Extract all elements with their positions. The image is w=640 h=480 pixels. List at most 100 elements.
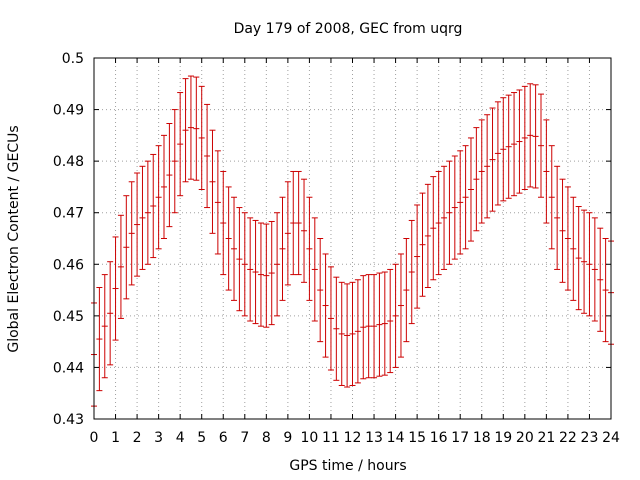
- error-bar-point: [451, 155, 458, 260]
- error-bar-point: [430, 176, 437, 281]
- x-tick-label: 8: [262, 430, 271, 446]
- x-tick-label: 10: [301, 430, 319, 446]
- error-bar-point: [134, 172, 141, 277]
- error-bar-point: [311, 217, 318, 322]
- error-bar-point: [274, 212, 281, 317]
- error-bar-point: [236, 207, 243, 312]
- y-tick-label: 0.46: [53, 257, 84, 273]
- error-bar-point: [279, 196, 286, 301]
- error-bar-point: [581, 209, 588, 314]
- x-tick-label: 4: [176, 430, 185, 446]
- x-tick-label: 6: [219, 430, 228, 446]
- error-bar-point: [155, 145, 162, 250]
- x-axis-label: GPS time / hours: [289, 458, 406, 474]
- y-axis-label: Global Electron Content / GECUs: [6, 125, 22, 352]
- error-bar-point: [441, 165, 448, 270]
- error-bar-point: [381, 271, 388, 376]
- error-bar-point: [107, 261, 114, 366]
- error-bar-point: [392, 263, 399, 368]
- error-bar-point: [435, 170, 442, 276]
- error-bar-point: [257, 222, 264, 327]
- error-bar-point: [489, 107, 496, 212]
- error-bar-point: [554, 165, 561, 270]
- error-bar-point: [268, 220, 275, 326]
- error-bar-point: [591, 217, 598, 322]
- error-bar-point: [295, 170, 302, 276]
- error-bar-point: [473, 127, 480, 232]
- y-tick-label: 0.49: [53, 103, 84, 119]
- error-bar-point: [290, 170, 297, 276]
- error-bar-point: [101, 274, 108, 379]
- error-bar-point: [301, 178, 308, 283]
- error-bar-point: [403, 238, 410, 343]
- error-bar-point: [344, 283, 351, 388]
- error-bar-point: [338, 281, 345, 386]
- error-bar-point: [564, 186, 571, 291]
- x-tick-label: 0: [90, 430, 99, 446]
- y-tick-label: 0.47: [53, 206, 84, 222]
- error-bar-point: [306, 196, 313, 301]
- x-tick-label: 14: [387, 430, 405, 446]
- x-tick-label: 5: [197, 430, 206, 446]
- error-bar-point: [317, 238, 324, 343]
- error-bar-point: [511, 92, 518, 197]
- y-tick-label: 0.44: [53, 360, 84, 376]
- error-bar-point: [263, 223, 270, 328]
- error-bar-point: [150, 153, 157, 259]
- error-bar-point: [322, 253, 329, 358]
- error-bar-point: [198, 85, 205, 191]
- error-bar-point: [117, 214, 124, 319]
- x-tick-label: 12: [344, 430, 362, 446]
- error-bar-point: [177, 92, 184, 197]
- error-bar-point: [478, 119, 485, 224]
- error-bar-point: [327, 266, 334, 371]
- chart-title: Day 179 of 2008, GEC from uqrg: [234, 21, 463, 37]
- error-bar-point: [537, 93, 544, 198]
- x-tick-label: 3: [154, 430, 163, 446]
- error-bar-point: [171, 109, 178, 214]
- error-bar-point: [225, 186, 232, 291]
- error-bar-point: [161, 134, 168, 239]
- error-bar-point: [602, 238, 609, 343]
- error-bar-point: [365, 274, 372, 379]
- error-bar-point: [505, 94, 512, 199]
- error-bar-point: [252, 219, 259, 325]
- error-bar-point: [144, 160, 151, 265]
- error-bar-point: [543, 119, 550, 224]
- error-bar-point: [182, 78, 189, 183]
- error-bar-point: [128, 181, 135, 286]
- error-bar-point: [500, 97, 507, 202]
- error-bar-point: [414, 204, 421, 309]
- error-bar-point: [484, 114, 491, 219]
- error-bar-point: [597, 227, 604, 332]
- axis-ticks: 0 1 2 3 4 5 6 7 8 9 10 11 12 13 14 15 16 17 18 19 20 21 22 23 24…: [53, 51, 620, 446]
- error-bar-point: [376, 272, 383, 377]
- error-bar-point: [371, 274, 378, 379]
- x-tick-label: 2: [133, 430, 142, 446]
- error-bar-point: [570, 196, 577, 301]
- x-tick-label: 1: [111, 430, 120, 446]
- error-bar-point: [397, 253, 404, 358]
- error-bar-point: [586, 212, 593, 317]
- x-tick-label: 24: [602, 430, 620, 446]
- error-bar-point: [575, 206, 582, 311]
- x-tick-label: 15: [408, 430, 426, 446]
- error-bar-point: [333, 276, 340, 381]
- x-tick-label: 19: [494, 430, 512, 446]
- error-bar-point: [220, 170, 227, 276]
- error-bar-point: [532, 84, 539, 189]
- error-bar-point: [457, 150, 464, 255]
- error-bars: [91, 75, 614, 407]
- error-bar-point: [187, 75, 194, 180]
- x-tick-label: 22: [559, 430, 577, 446]
- x-tick-label: 21: [537, 430, 555, 446]
- error-bar-point: [462, 145, 469, 250]
- error-bar-point: [284, 181, 291, 286]
- error-bar-point: [521, 85, 528, 191]
- y-tick-label: 0.45: [53, 309, 84, 325]
- error-bar-point: [494, 101, 501, 206]
- error-bar-point: [112, 236, 119, 341]
- x-tick-label: 7: [240, 430, 249, 446]
- error-bar-point: [204, 103, 211, 209]
